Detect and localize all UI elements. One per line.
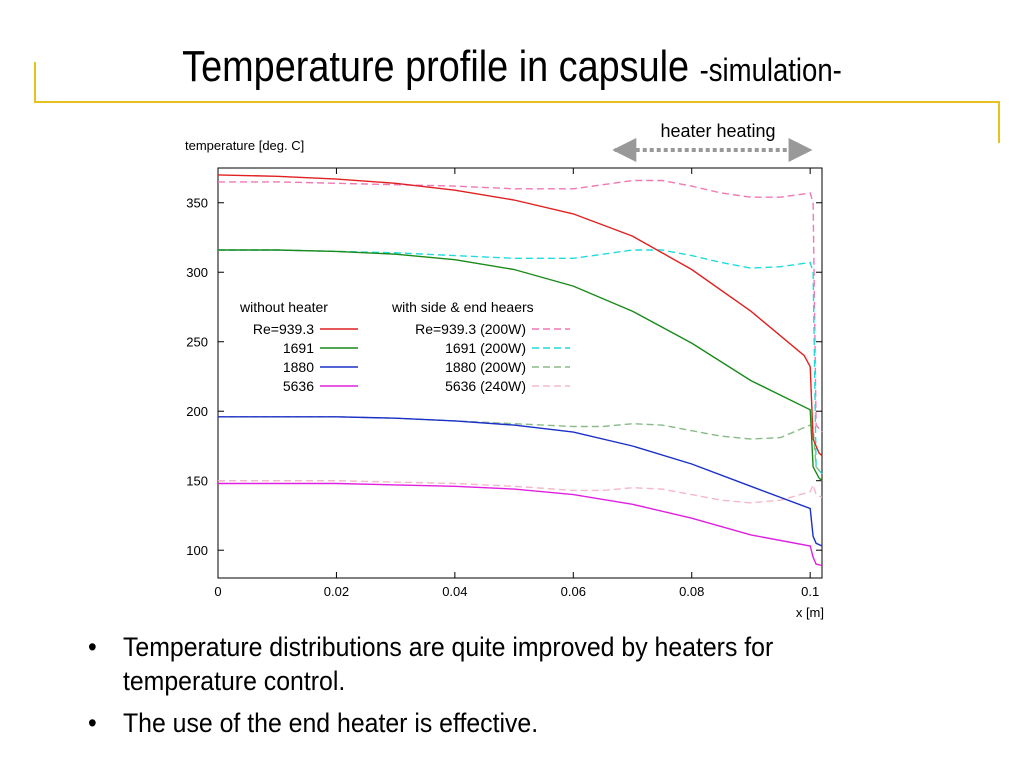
legend-label-s4: 5636 [283, 378, 314, 394]
axis-ticks: 0 0.02 0.04 0.06 0.08 0.1 100 150 200 250 300 350 [186, 168, 822, 599]
heater-heating-annotation: heater heating [660, 121, 775, 141]
x-tick-label: 0.02 [324, 584, 349, 599]
bullet-item-2: • The use of the end heater is effective. [88, 706, 898, 740]
legend-label-s5: Re=939.3 (200W) [415, 321, 526, 337]
plot-frame [217, 167, 823, 579]
x-axis-label: x [m] [796, 605, 824, 620]
accent-rule-right [998, 101, 1000, 143]
series-line-s6 [218, 249, 823, 475]
series-line-s3 [218, 416, 823, 547]
legend-label-s8: 5636 (240W) [445, 378, 526, 394]
y-tick-label: 200 [186, 404, 208, 419]
y-tick-label: 300 [186, 265, 208, 280]
legend-label-s6: 1691 (200W) [445, 340, 526, 356]
series-line-s1 [217, 174, 823, 457]
x-tick-label: 0.1 [801, 584, 819, 599]
y-axis-label: temperature [deg. C] [185, 138, 304, 153]
y-tick-label: 150 [186, 474, 208, 489]
series-line-s2 [218, 249, 823, 482]
x-tick-label: 0.08 [679, 584, 704, 599]
bullet-text-1: Temperature distributions are quite impr… [122, 632, 774, 696]
y-tick-label: 100 [186, 543, 208, 558]
legend-group1-title: without heater [239, 299, 328, 315]
accent-rule-left [34, 62, 36, 102]
legend-label-s1: Re=939.3 [253, 321, 314, 337]
slide-title: Temperature profile in capsule -simulati… [72, 38, 953, 99]
series-line-s8 [218, 480, 823, 504]
legend-label-s3: 1880 [283, 359, 314, 375]
bullet-list: • Temperature distributions are quite imp… [88, 630, 968, 748]
series-line-s4 [218, 482, 823, 567]
series-line-s5 [218, 179, 823, 433]
y-tick-label: 250 [186, 335, 208, 350]
slide-title-sub: -simulation- [699, 52, 842, 88]
x-tick-label: 0.06 [561, 584, 586, 599]
y-tick-label: 350 [186, 196, 208, 211]
legend-label-s7: 1880 (200W) [445, 359, 526, 375]
slide-title-main: Temperature profile in capsule [182, 42, 700, 91]
legend: without heater with side & end heaers Re=9… [239, 299, 570, 394]
bullet-symbol: • [88, 708, 97, 738]
bullet-item-1: • Temperature distributions are quite imp… [88, 630, 898, 698]
bullet-text-2: The use of the end heater is effective. [122, 708, 539, 738]
series-group [217, 174, 823, 567]
bullet-symbol: • [88, 632, 97, 662]
x-tick-label: 0.04 [442, 584, 467, 599]
accent-rule-horizontal [34, 101, 1000, 103]
x-tick-label: 0 [214, 584, 221, 599]
legend-label-s2: 1691 [283, 340, 314, 356]
legend-group2-title: with side & end heaers [391, 299, 534, 315]
